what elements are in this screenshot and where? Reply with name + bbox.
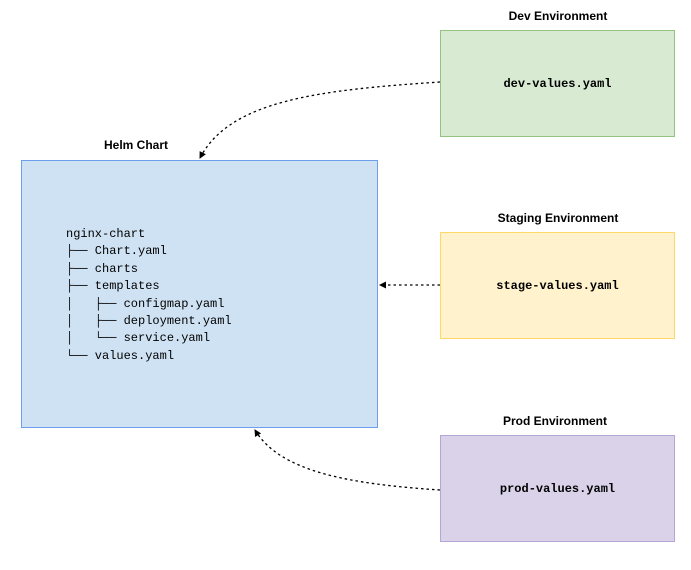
dev-env-title: Dev Environment [488,9,628,23]
helm-chart-title: Helm Chart [96,138,176,152]
prod-env-box: prod-values.yaml [440,435,675,542]
stage-values-label: stage-values.yaml [441,233,674,338]
dev-values-label: dev-values.yaml [441,31,674,136]
dev-env-box: dev-values.yaml [440,30,675,137]
staging-env-box: stage-values.yaml [440,232,675,339]
helm-chart-tree: nginx-chart ├── Chart.yaml ├── charts ├─… [66,226,232,365]
prod-env-title: Prod Environment [485,414,625,428]
staging-env-title: Staging Environment [478,211,638,225]
prod-values-label: prod-values.yaml [441,436,674,541]
helm-chart-box: nginx-chart ├── Chart.yaml ├── charts ├─… [21,160,378,428]
arrow-dev-to-helm [200,82,440,158]
arrow-prod-to-helm [255,430,440,490]
